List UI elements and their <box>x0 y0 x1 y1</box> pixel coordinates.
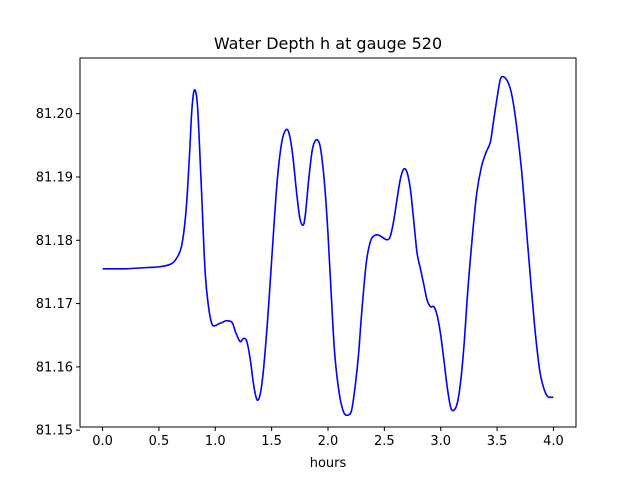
x-tick-label: 2.0 <box>318 434 339 449</box>
water-depth-line <box>102 75 554 417</box>
y-tick-label: 81.17 <box>36 297 73 312</box>
series-group <box>102 75 554 417</box>
x-tick-label: 1.0 <box>205 434 226 449</box>
x-tick-label: 1.5 <box>261 434 282 449</box>
x-tick-label: 3.5 <box>487 434 508 449</box>
x-tick-label: 2.5 <box>374 434 395 449</box>
x-tick-label: 4.0 <box>543 434 564 449</box>
x-tick-label: 0.5 <box>149 434 170 449</box>
y-tick-label: 81.18 <box>36 234 73 249</box>
x-tick-label: 3.0 <box>430 434 451 449</box>
y-tick-label: 81.20 <box>36 107 73 122</box>
plot-area-frame <box>79 57 577 428</box>
y-tick-label: 81.15 <box>36 424 73 439</box>
y-tick-label: 81.16 <box>36 360 73 375</box>
x-axis-label: hours <box>310 456 347 471</box>
x-axis-ticks: 0.0 0.5 1.0 1.5 2.0 2.5 3.0 3.5 4.0 <box>92 427 564 449</box>
y-axis-ticks: 81.15 81.16 81.17 81.18 81.19 81.20 <box>36 107 80 439</box>
y-tick-label: 81.19 <box>36 170 73 185</box>
chart-title: Water Depth h at gauge 520 <box>214 34 442 53</box>
x-tick-label: 0.0 <box>92 434 113 449</box>
